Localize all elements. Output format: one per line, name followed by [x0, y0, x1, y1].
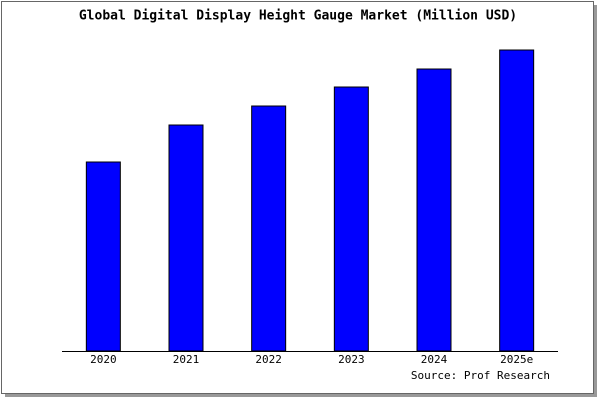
x-tick-label: 2020: [90, 353, 117, 366]
x-tick-label: 2024: [421, 353, 448, 366]
bar: [499, 49, 535, 352]
plot-area: [62, 42, 558, 351]
bar: [168, 124, 204, 352]
bar: [333, 86, 369, 352]
bar: [416, 68, 452, 352]
bar: [85, 161, 121, 352]
x-tick-label: 2023: [338, 353, 365, 366]
chart-title: Global Digital Display Height Gauge Mark…: [79, 9, 517, 24]
x-tick-label: 2021: [173, 353, 200, 366]
x-tick-label: 2025e: [500, 353, 533, 366]
source-note: Source: Prof Research: [411, 369, 550, 382]
x-tick-label: 2022: [255, 353, 282, 366]
bar: [251, 105, 287, 352]
